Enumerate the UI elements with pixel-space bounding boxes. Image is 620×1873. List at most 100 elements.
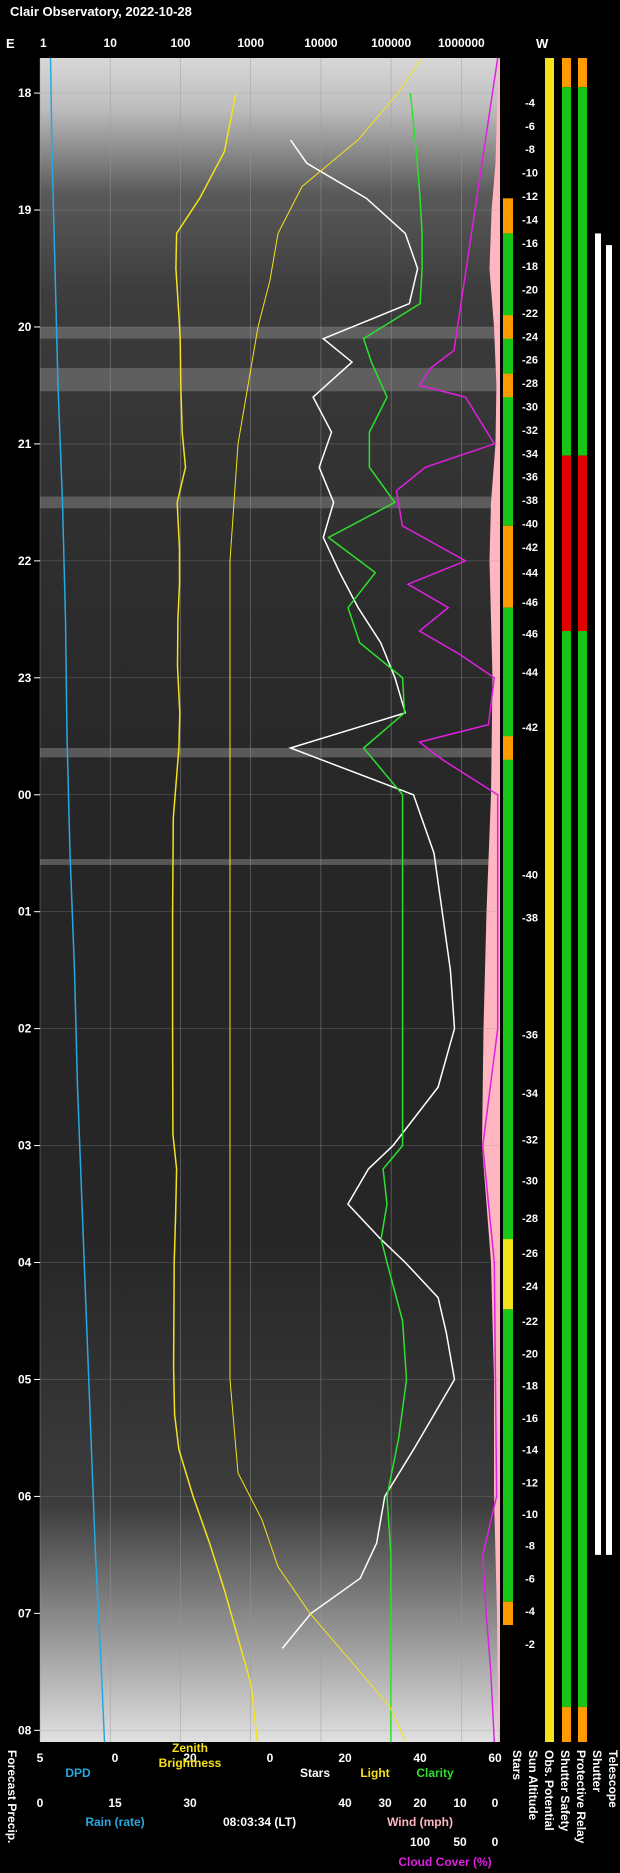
sun-altitude-label: -14 <box>522 1445 539 1457</box>
time-tick-label: 02 <box>18 1022 32 1036</box>
top-tick-label: 1 <box>40 36 47 50</box>
dpd-tick: 0 <box>112 1751 119 1765</box>
sun-altitude-label: -12 <box>522 191 538 203</box>
brightness-tick: 20 <box>338 1751 352 1765</box>
status-segment <box>503 1239 513 1310</box>
sun-altitude-label: -36 <box>522 1029 538 1041</box>
sun-altitude-label: -34 <box>522 448 539 460</box>
sun-altitude-label: -12 <box>522 1477 538 1489</box>
brightness-label-2: Brightness <box>159 1756 222 1770</box>
series-line <box>49 57 106 1743</box>
status-segment <box>578 631 587 1707</box>
wind-tick: 20 <box>413 1796 427 1810</box>
time-tick-label: 07 <box>18 1606 32 1620</box>
sun-altitude-label: -30 <box>522 401 538 413</box>
series-line <box>327 93 423 1742</box>
sun-altitude-label: -38 <box>522 913 538 925</box>
top-tick-label: 1000000 <box>438 36 485 50</box>
chart-title: Clair Observatory, 2022-10-28 <box>10 4 192 19</box>
sun-altitude-label: -26 <box>522 355 538 367</box>
rain-tick: 15 <box>108 1796 122 1810</box>
top-tick-label: 100000 <box>371 36 411 50</box>
dpd-tick: 5 <box>37 1751 44 1765</box>
sun-altitude-label: -18 <box>522 261 538 273</box>
side-label: Forecast Precip. <box>5 1750 19 1843</box>
sun-altitude-label: -16 <box>522 1413 538 1425</box>
time-tick-label: 00 <box>18 788 32 802</box>
series-line <box>395 57 499 1743</box>
compass-west: W <box>536 36 549 51</box>
sun-altitude-label: -28 <box>522 378 538 390</box>
sun-altitude-label: -10 <box>522 168 538 180</box>
status-segment <box>595 233 601 1555</box>
sun-altitude-label: -42 <box>522 542 538 554</box>
dpd-label: DPD <box>65 1766 91 1780</box>
status-segment <box>578 87 587 456</box>
side-label: Shutter Safety <box>558 1750 572 1832</box>
series-line <box>281 139 456 1649</box>
sun-altitude-label: -40 <box>522 869 538 881</box>
cloud-label: Cloud Cover (%) <box>398 1855 491 1869</box>
compass-east: E <box>6 36 15 51</box>
sun-altitude-label: -28 <box>522 1213 538 1225</box>
status-segment <box>578 1706 587 1742</box>
cloud-tick: 100 <box>410 1835 430 1849</box>
sun-altitude-label: -42 <box>522 722 538 734</box>
status-segment <box>503 736 513 760</box>
timestamp: 08:03:34 (LT) <box>223 1815 296 1829</box>
side-label: Telescope <box>606 1750 620 1808</box>
sky-band <box>40 747 500 758</box>
status-columns <box>503 58 612 1742</box>
sun-altitude-label: -6 <box>525 1573 535 1585</box>
time-tick-label: 03 <box>18 1139 32 1153</box>
status-segment <box>562 455 571 632</box>
time-tick-label: 20 <box>18 320 32 334</box>
status-segment <box>562 1706 571 1742</box>
status-segment <box>503 525 513 608</box>
side-label: Shutter <box>590 1750 604 1792</box>
sun-altitude-label: -22 <box>522 1316 538 1328</box>
top-axis: 1 10 100 1000 10000 100000 1000000 <box>40 36 485 50</box>
status-segment <box>606 245 612 1555</box>
sun-altitude-label: -6 <box>525 121 535 133</box>
status-protective-relay <box>578 58 587 1742</box>
sun-altitude-label: -2 <box>525 1639 535 1651</box>
time-tick-label: 08 <box>18 1723 32 1737</box>
status-shutter <box>595 233 601 1555</box>
status-shutter-safety <box>562 58 571 1742</box>
sky-band <box>40 326 500 339</box>
sun-altitude-label: -8 <box>525 1541 535 1553</box>
status-segment <box>578 455 587 632</box>
stars-label: Stars <box>300 1766 330 1780</box>
sun-altitude-label: -36 <box>522 472 538 484</box>
brightness-tick: 40 <box>413 1751 427 1765</box>
sun-altitude-label: -44 <box>522 568 539 580</box>
status-segment <box>503 1309 513 1602</box>
sun-altitude-label: -32 <box>522 425 538 437</box>
time-tick-label: 21 <box>18 437 32 451</box>
time-tick-label: 01 <box>18 905 32 919</box>
status-telescope <box>606 245 612 1555</box>
sky-band <box>40 859 500 865</box>
sun-altitude-label: -24 <box>522 331 539 343</box>
sun-altitude-label: -20 <box>522 285 538 297</box>
sun-altitude-label: -34 <box>522 1088 539 1100</box>
sun-altitude-label: -18 <box>522 1380 538 1392</box>
series-light <box>229 57 423 1743</box>
status-segment <box>562 58 571 88</box>
status-segment <box>503 1601 513 1626</box>
top-tick-label: 10 <box>104 36 118 50</box>
sun-altitude-label: -26 <box>522 1248 538 1260</box>
brightness-tick: 60 <box>488 1751 502 1765</box>
top-tick-label: 100 <box>170 36 190 50</box>
sun-altitude-label: -4 <box>525 1606 536 1618</box>
sun-altitude-label: -30 <box>522 1176 538 1188</box>
sun-altitude-label: -8 <box>525 144 535 156</box>
clarity-label: Clarity <box>416 1766 454 1780</box>
wind-tick: 10 <box>453 1796 467 1810</box>
series-stars <box>281 139 456 1649</box>
side-label: Obs. Potential <box>542 1750 556 1831</box>
rain-label: Rain (rate) <box>85 1815 144 1829</box>
